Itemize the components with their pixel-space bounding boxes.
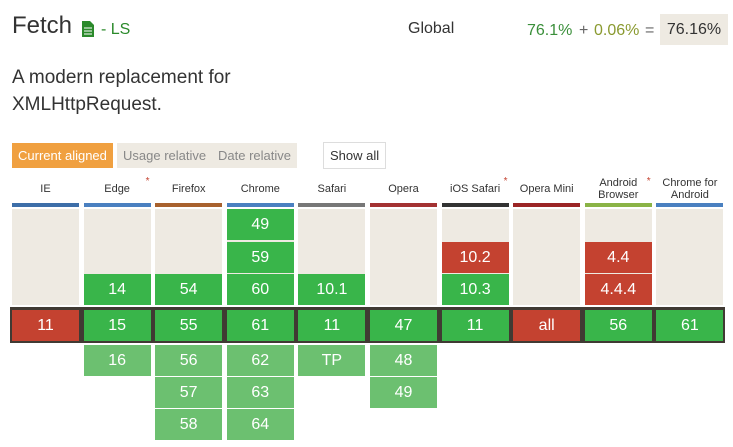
cell-supported: 56 — [155, 345, 223, 376]
show-all-button[interactable]: Show all — [323, 142, 387, 169]
browser-name: Edge — [104, 183, 130, 195]
cell-supported: 11 — [298, 310, 366, 341]
cell-supported: 62 — [226, 345, 294, 376]
cell-supported: 10.1 — [298, 274, 366, 305]
browser-name: iOS Safari — [450, 183, 501, 195]
description: A modern replacement for XMLHttpRequest. — [12, 67, 231, 115]
tab-current-aligned[interactable]: Current aligned — [12, 143, 113, 168]
past-column-bg — [370, 209, 437, 305]
cell-supported: 55 — [155, 310, 223, 341]
cell-unsupported: 4.4.4 — [584, 274, 652, 305]
cell-supported: 49 — [370, 377, 437, 408]
cell-unsupported: 11 — [12, 310, 79, 341]
browser-color-bar — [513, 203, 581, 207]
browser-color-bar — [83, 203, 151, 207]
cell-supported: 10.3 — [441, 274, 509, 305]
cell-supported: 64 — [226, 409, 294, 440]
cell-supported: 54 — [155, 274, 223, 305]
cell-supported: 14 — [83, 274, 151, 305]
browser-note: * — [145, 176, 150, 187]
browser-note: * — [503, 176, 508, 187]
browser-color-bar — [584, 203, 652, 207]
doc-icon — [82, 21, 94, 37]
browser-name: Firefox — [171, 183, 206, 195]
cell-supported: 60 — [226, 274, 294, 305]
browser-name: Chrome for Android — [662, 177, 718, 201]
tab-usage-relative[interactable]: Usage relative — [117, 143, 213, 168]
cell-supported: 47 — [370, 310, 437, 341]
browser-name: Opera Mini — [519, 183, 574, 195]
cell-supported: 56 — [584, 310, 652, 341]
browser-name: Opera — [388, 183, 419, 195]
browser-color-bar — [12, 203, 79, 207]
cell-supported: 57 — [155, 377, 223, 408]
cell-supported: 49 — [226, 209, 294, 240]
cell-unsupported: 4.4 — [584, 241, 652, 273]
browser-color-bar — [370, 203, 437, 207]
total-usage: 76.16% — [660, 14, 728, 45]
browser-name: IE — [40, 183, 51, 195]
title: Fetch — [12, 12, 73, 39]
cell-supported: 63 — [226, 377, 294, 408]
browser-color-bar — [226, 203, 294, 207]
browser-color-bar — [155, 203, 223, 207]
cell-unsupported: all — [513, 310, 581, 341]
cell-supported: 48 — [370, 345, 437, 376]
cell-supported: 16 — [83, 345, 151, 376]
browser-color-bar — [441, 203, 509, 207]
supported-usage: 76.1% — [527, 22, 573, 39]
browser-name: Chrome — [240, 183, 280, 195]
cell-supported: 61 — [226, 310, 294, 341]
browser-color-bar — [656, 203, 724, 207]
cell-supported: 15 — [83, 310, 151, 341]
spec-status: - LS — [101, 21, 131, 38]
past-column-bg — [12, 209, 79, 305]
cell-supported: 58 — [155, 409, 223, 440]
past-column-bg — [656, 209, 724, 305]
cell-supported: 61 — [656, 310, 724, 341]
cell-supported: 59 — [226, 241, 294, 273]
equals: = — [645, 22, 655, 39]
partial-usage: 0.06% — [594, 22, 640, 39]
plus: + — [579, 22, 589, 39]
browser-name: Safari — [317, 183, 347, 195]
region: Global — [408, 20, 455, 37]
past-column-bg — [513, 209, 581, 305]
browser-color-bar — [298, 203, 366, 207]
cell-unsupported: 10.2 — [441, 241, 509, 273]
cell-supported: 11 — [441, 310, 509, 341]
cell-supported: TP — [298, 345, 366, 376]
browser-note: * — [646, 176, 651, 187]
browser-name: Android Browser — [598, 177, 639, 201]
tab-date-relative[interactable]: Date relative — [212, 143, 297, 168]
